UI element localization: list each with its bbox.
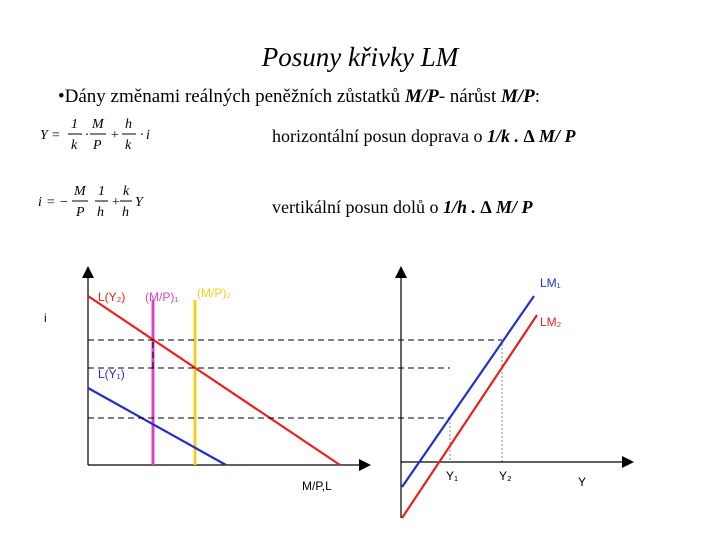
left-y-axis-label: i [44,311,47,325]
svg-text:h: h [122,205,129,220]
bullet-term-1: M/P [404,86,439,107]
money-supply-2-label: (M/P)₂ [197,286,231,300]
svg-text:·: · [140,128,144,143]
dotted-guides [449,340,503,462]
equation-1: Y = 1k · MP + hk · i [40,117,150,153]
description-horizontal-shift: horizontální posun doprava o 1/k . ∆ M/ … [272,126,575,147]
desc2-term: 1/h . ∆ M/ P [442,197,533,217]
svg-text:−: − [59,195,68,210]
svg-text:1: 1 [71,117,78,132]
bullet-prefix: •Dány změnami reálných peněžních zůstatk… [58,86,405,107]
svg-text:+: + [111,195,120,210]
svg-text:+: + [110,128,119,143]
right-chart: Y LM₁ LM₂ Y₁ Y₂ [395,266,634,519]
lm2-label: LM₂ [540,315,562,329]
money-supply-1-label: (M/P)₁ [145,290,178,304]
svg-text:P: P [75,205,85,220]
lm1-curve [401,295,535,488]
svg-text:i: i [38,195,42,210]
svg-text:M: M [91,117,105,132]
desc1-term: 1/k . ∆ M/ P [486,126,576,146]
svg-text:k: k [71,138,78,153]
bullet-term-2: M/P [500,86,535,107]
lm1-label: LM₁ [540,276,561,290]
left-chart: i M/P,L (M/P)₁ (M/P)₂ L(Y₂) L(Y₁) [44,266,371,493]
money-demand-y1-label: L(Y₁) [98,367,125,381]
svg-text:Y: Y [135,195,145,210]
desc1-text: horizontální posun doprava o [272,126,487,146]
money-demand-y1-curve [87,387,227,466]
equation-2: i = − MP 1h + kh Y [38,184,145,220]
left-x-axis-label: M/P,L [302,479,332,493]
svg-text:=: = [51,128,60,143]
svg-text:Y: Y [40,128,50,143]
svg-text:=: = [46,195,55,210]
svg-text:i: i [146,128,150,143]
dashed-guides [88,339,502,419]
page-title: Posuny křivky LM [261,42,459,72]
svg-text:M: M [73,184,87,199]
money-demand-y2-curve [87,295,341,466]
svg-text:·: · [85,128,89,143]
svg-text:k: k [123,184,130,199]
bullet-suffix: : [534,86,541,107]
svg-text:1: 1 [98,184,105,199]
svg-text:P: P [92,138,102,153]
bullet-middle: - nárůst [438,86,501,107]
lm2-curve [401,314,538,519]
desc2-text: vertikální posun dolů o [272,197,443,217]
y2-tick-label: Y₂ [499,469,512,483]
money-demand-y2-label: L(Y₂) [98,290,125,304]
right-x-axis-label: Y [578,475,586,489]
description-vertical-shift: vertikální posun dolů o 1/h . ∆ M/ P [272,197,533,218]
y1-tick-label: Y₁ [446,469,458,483]
bullet-text: •Dány změnami reálných peněžních zůstatk… [58,86,540,108]
svg-text:h: h [125,117,132,132]
svg-text:h: h [97,205,104,220]
svg-text:k: k [125,138,132,153]
